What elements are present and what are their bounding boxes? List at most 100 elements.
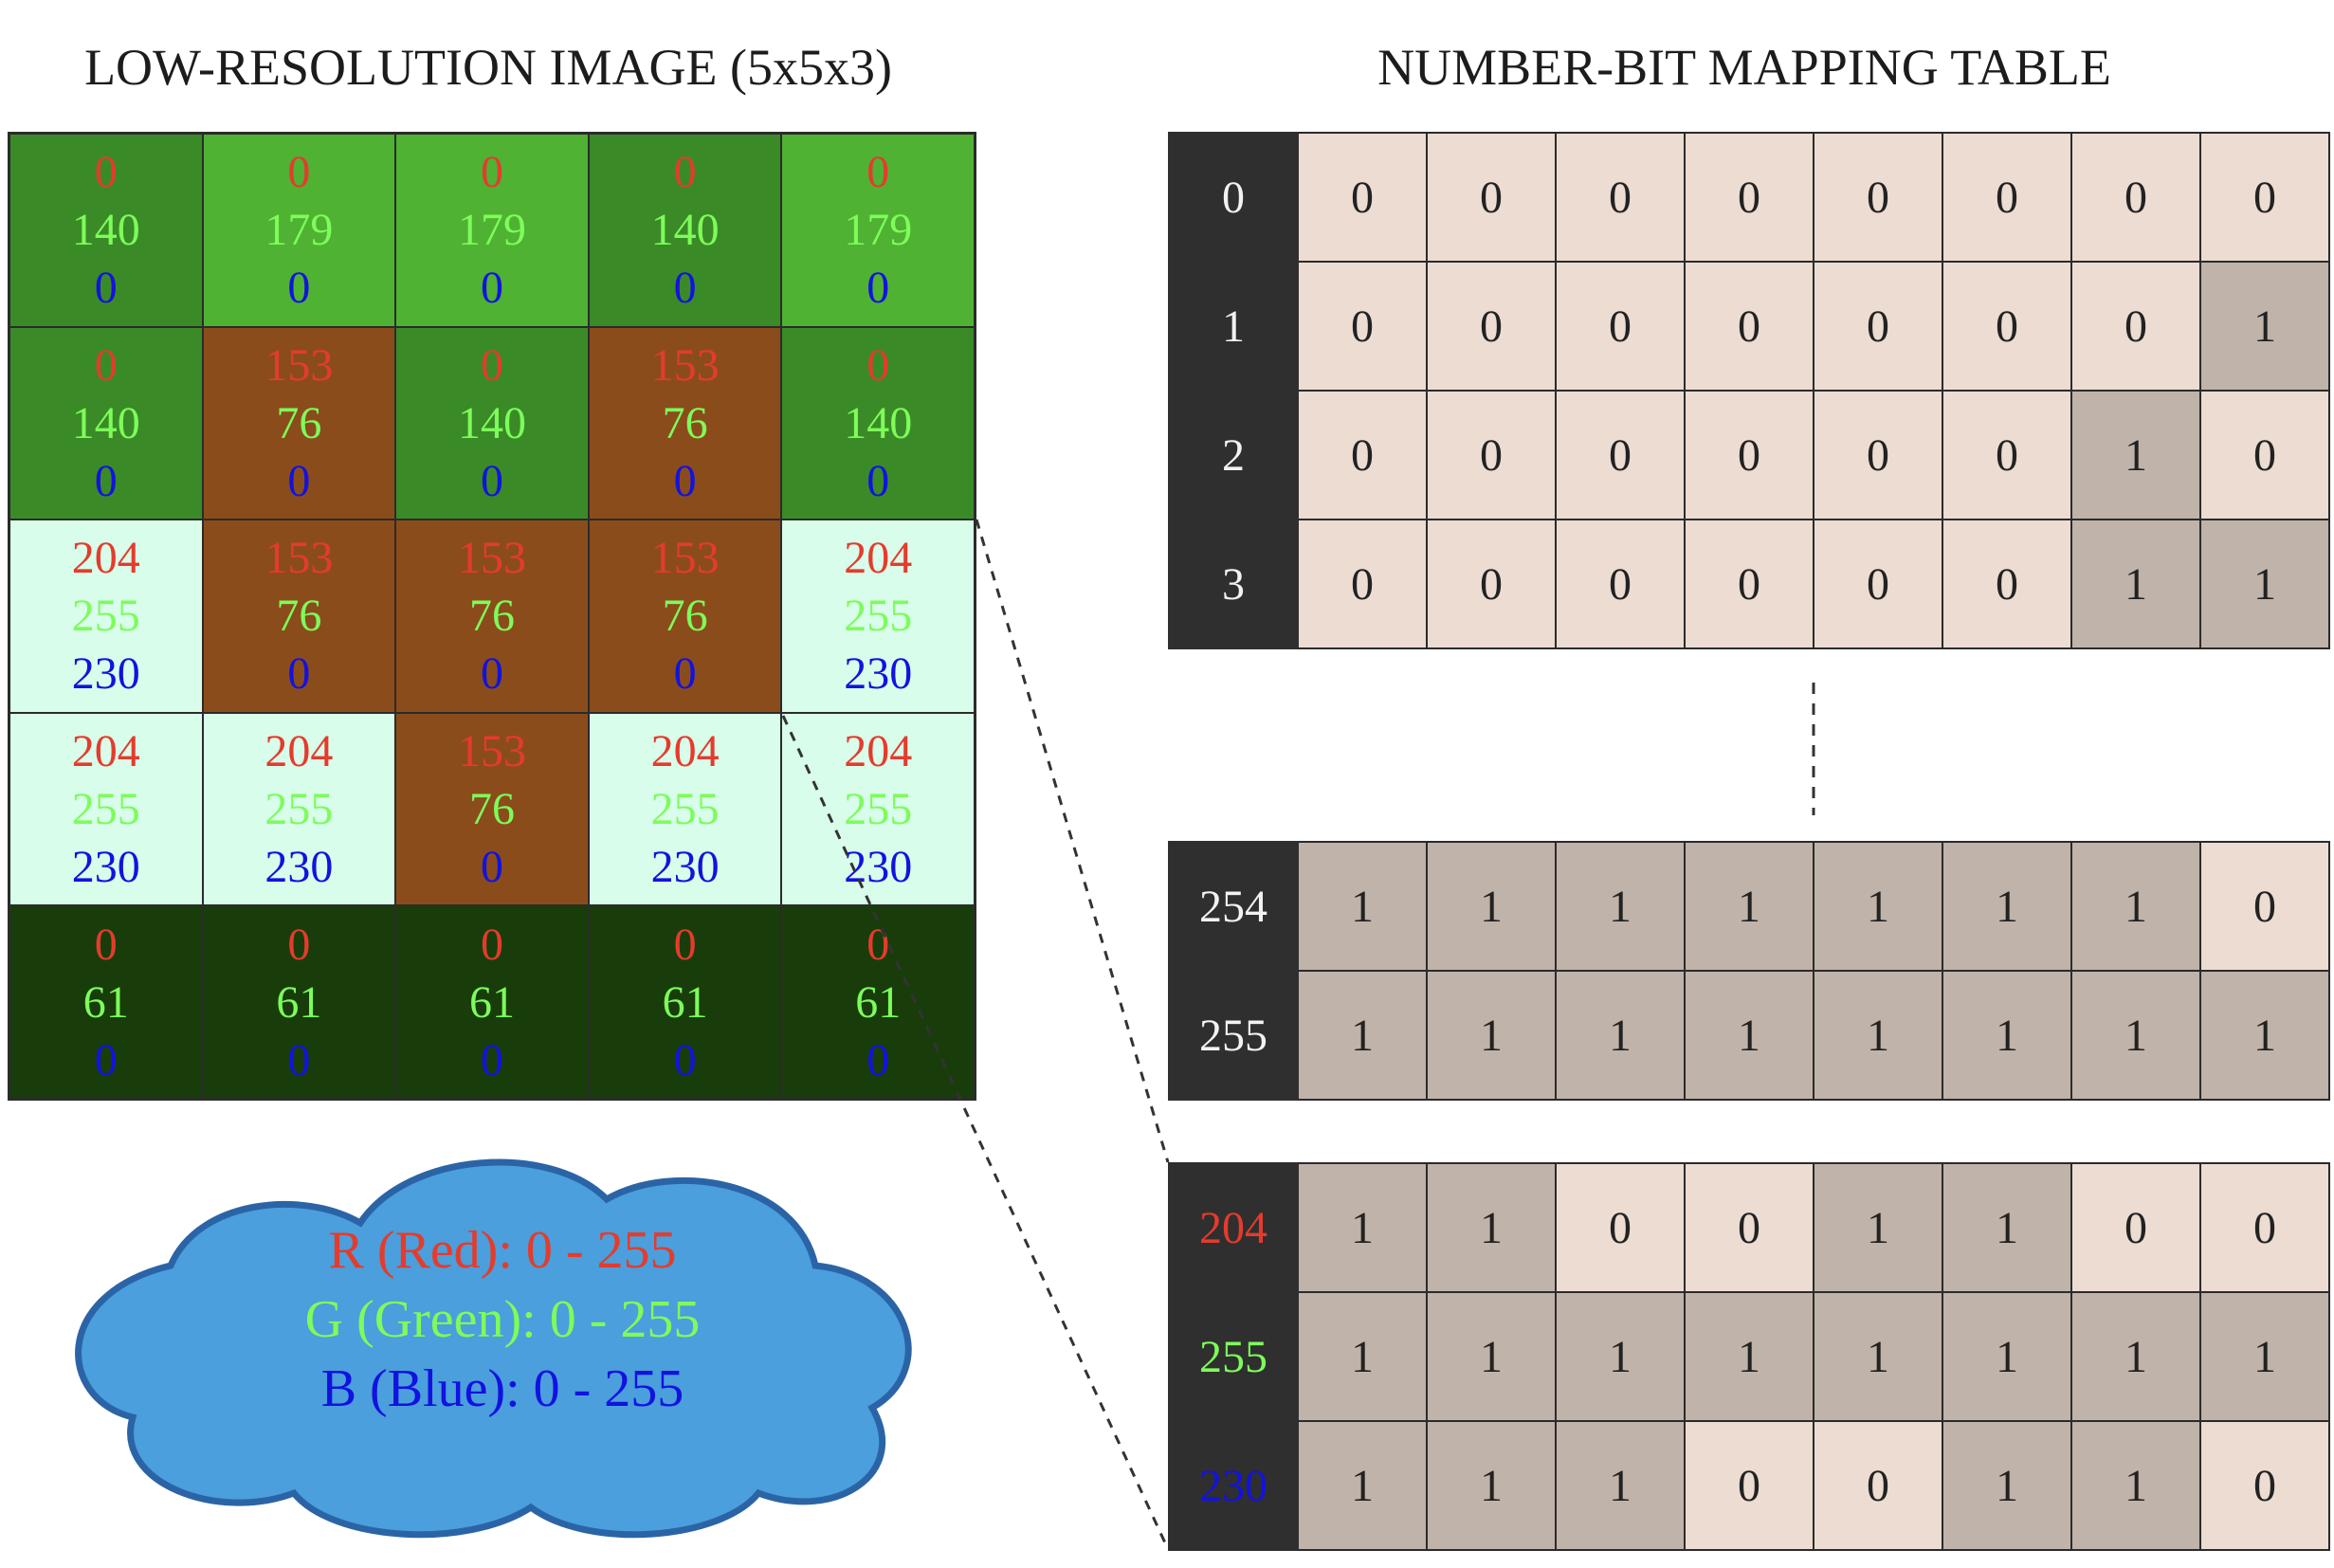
bit-cell: 1	[1297, 1420, 1428, 1551]
mapping-table-middle: 254 1 1 1 1 1 1 1 0 255 1 1 1 1 1 1 1 1	[1168, 841, 2330, 1101]
number-cell: 0	[1168, 132, 1299, 263]
bit-cell: 1	[1942, 841, 2072, 972]
green-value: 76	[276, 397, 322, 448]
pixel-cell: 0 61 0	[395, 905, 589, 1099]
legend-blue: B (Blue): 0 - 255	[320, 1359, 684, 1418]
bit-cell: 1	[2070, 519, 2201, 649]
bit-cell: 1	[2199, 261, 2330, 392]
number-cell: 255	[1168, 1291, 1299, 1422]
red-value: 0	[866, 919, 890, 970]
red-value: 204	[71, 533, 140, 584]
red-value: 153	[650, 339, 720, 391]
bit-cell: 1	[1426, 1420, 1557, 1551]
red-value: 153	[457, 726, 526, 777]
bit-cell: 0	[1684, 1162, 1814, 1293]
bit-cell: 1	[1555, 970, 1686, 1101]
bit-cell: 1	[1684, 970, 1814, 1101]
number-cell: 1	[1168, 261, 1299, 392]
pixel-cell: 204 255 230	[202, 712, 396, 906]
bit-cell: 0	[2070, 261, 2201, 392]
red-value: 0	[480, 339, 503, 391]
bit-cell: 0	[1426, 261, 1557, 392]
green-value: 61	[662, 976, 708, 1028]
blue-value: 230	[264, 842, 334, 893]
bit-cell: 0	[1942, 519, 2072, 649]
bit-cell: 1	[1426, 1162, 1557, 1293]
blue-value: 0	[287, 263, 311, 314]
bit-cell: 0	[1813, 1420, 1943, 1551]
bit-cell: 1	[2199, 519, 2330, 649]
blue-value: 0	[866, 263, 890, 314]
blue-value: 0	[673, 1034, 697, 1085]
green-value: 61	[82, 976, 129, 1028]
bit-cell: 0	[1813, 390, 1943, 520]
bit-cell: 1	[1942, 1162, 2072, 1293]
red-value: 153	[264, 339, 334, 391]
pixel-cell: 0 140 0	[588, 134, 782, 327]
green-value: 140	[650, 205, 720, 256]
bit-cell: 1	[1813, 970, 1943, 1101]
bit-cell: 1	[2199, 1291, 2330, 1422]
blue-value: 0	[480, 842, 503, 893]
number-cell: 230	[1168, 1420, 1299, 1551]
mapping-table-example: 204 1 1 0 0 1 1 0 0 255 1 1 1 1 1 1 1 1 230 1 1 1 0 0 1 1 0	[1168, 1162, 2330, 1551]
bit-cell: 0	[2199, 841, 2330, 972]
number-cell: 2	[1168, 390, 1299, 520]
bit-cell: 0	[1555, 261, 1686, 392]
red-value: 0	[287, 147, 311, 198]
number-cell: 204	[1168, 1162, 1299, 1293]
bit-cell: 0	[2199, 390, 2330, 520]
pixel-cell: 0 61 0	[202, 905, 396, 1099]
blue-value: 230	[71, 842, 140, 893]
blue-value: 230	[650, 842, 720, 893]
blue-value: 0	[866, 1034, 890, 1085]
number-cell: 255	[1168, 970, 1299, 1101]
bit-cell: 0	[1297, 261, 1428, 392]
blue-value: 230	[844, 842, 913, 893]
bit-cell: 1	[1297, 970, 1428, 1101]
green-value: 61	[855, 976, 902, 1028]
blue-value: 0	[480, 455, 503, 506]
bit-cell: 1	[2070, 841, 2201, 972]
number-cell: 254	[1168, 841, 1299, 972]
red-value: 204	[844, 726, 913, 777]
green-value: 255	[844, 591, 913, 642]
bit-cell: 1	[1555, 1291, 1686, 1422]
pixel-cell: 153 76 0	[395, 520, 589, 713]
bit-cell: 1	[1813, 841, 1943, 972]
bit-cell: 0	[1426, 390, 1557, 520]
bit-cell: 1	[2199, 970, 2330, 1101]
green-value: 76	[662, 397, 708, 448]
pixel-cell: 0 140 0	[9, 134, 203, 327]
bit-cell: 0	[1684, 1420, 1814, 1551]
bit-cell: 1	[1813, 1162, 1943, 1293]
bit-cell: 1	[1297, 1291, 1428, 1422]
blue-value: 0	[287, 1034, 311, 1085]
green-value: 76	[468, 591, 515, 642]
blue-value: 0	[480, 648, 503, 700]
red-value: 204	[264, 726, 334, 777]
pixel-cell: 0 140 0	[781, 326, 975, 520]
red-value: 153	[264, 533, 334, 584]
legend-red: R (Red): 0 - 255	[328, 1221, 677, 1280]
red-value: 153	[457, 533, 526, 584]
bit-cell: 0	[1684, 519, 1814, 649]
mapping-row: 254 1 1 1 1 1 1 1 0	[1168, 841, 2330, 972]
bit-cell: 1	[2070, 1420, 2201, 1551]
image-title: LOW-RESOLUTION IMAGE (5x5x3)	[84, 39, 892, 96]
red-value: 0	[866, 147, 890, 198]
bit-cell: 1	[1942, 1291, 2072, 1422]
bit-cell: 0	[1555, 1162, 1686, 1293]
red-value: 204	[844, 533, 913, 584]
bit-cell: 0	[1555, 390, 1686, 520]
blue-value: 0	[94, 263, 118, 314]
bit-cell: 0	[2070, 1162, 2201, 1293]
blue-value: 0	[287, 648, 311, 700]
pixel-cell: 153 76 0	[202, 520, 396, 713]
bit-cell: 0	[1684, 390, 1814, 520]
bit-cell: 1	[1555, 841, 1686, 972]
